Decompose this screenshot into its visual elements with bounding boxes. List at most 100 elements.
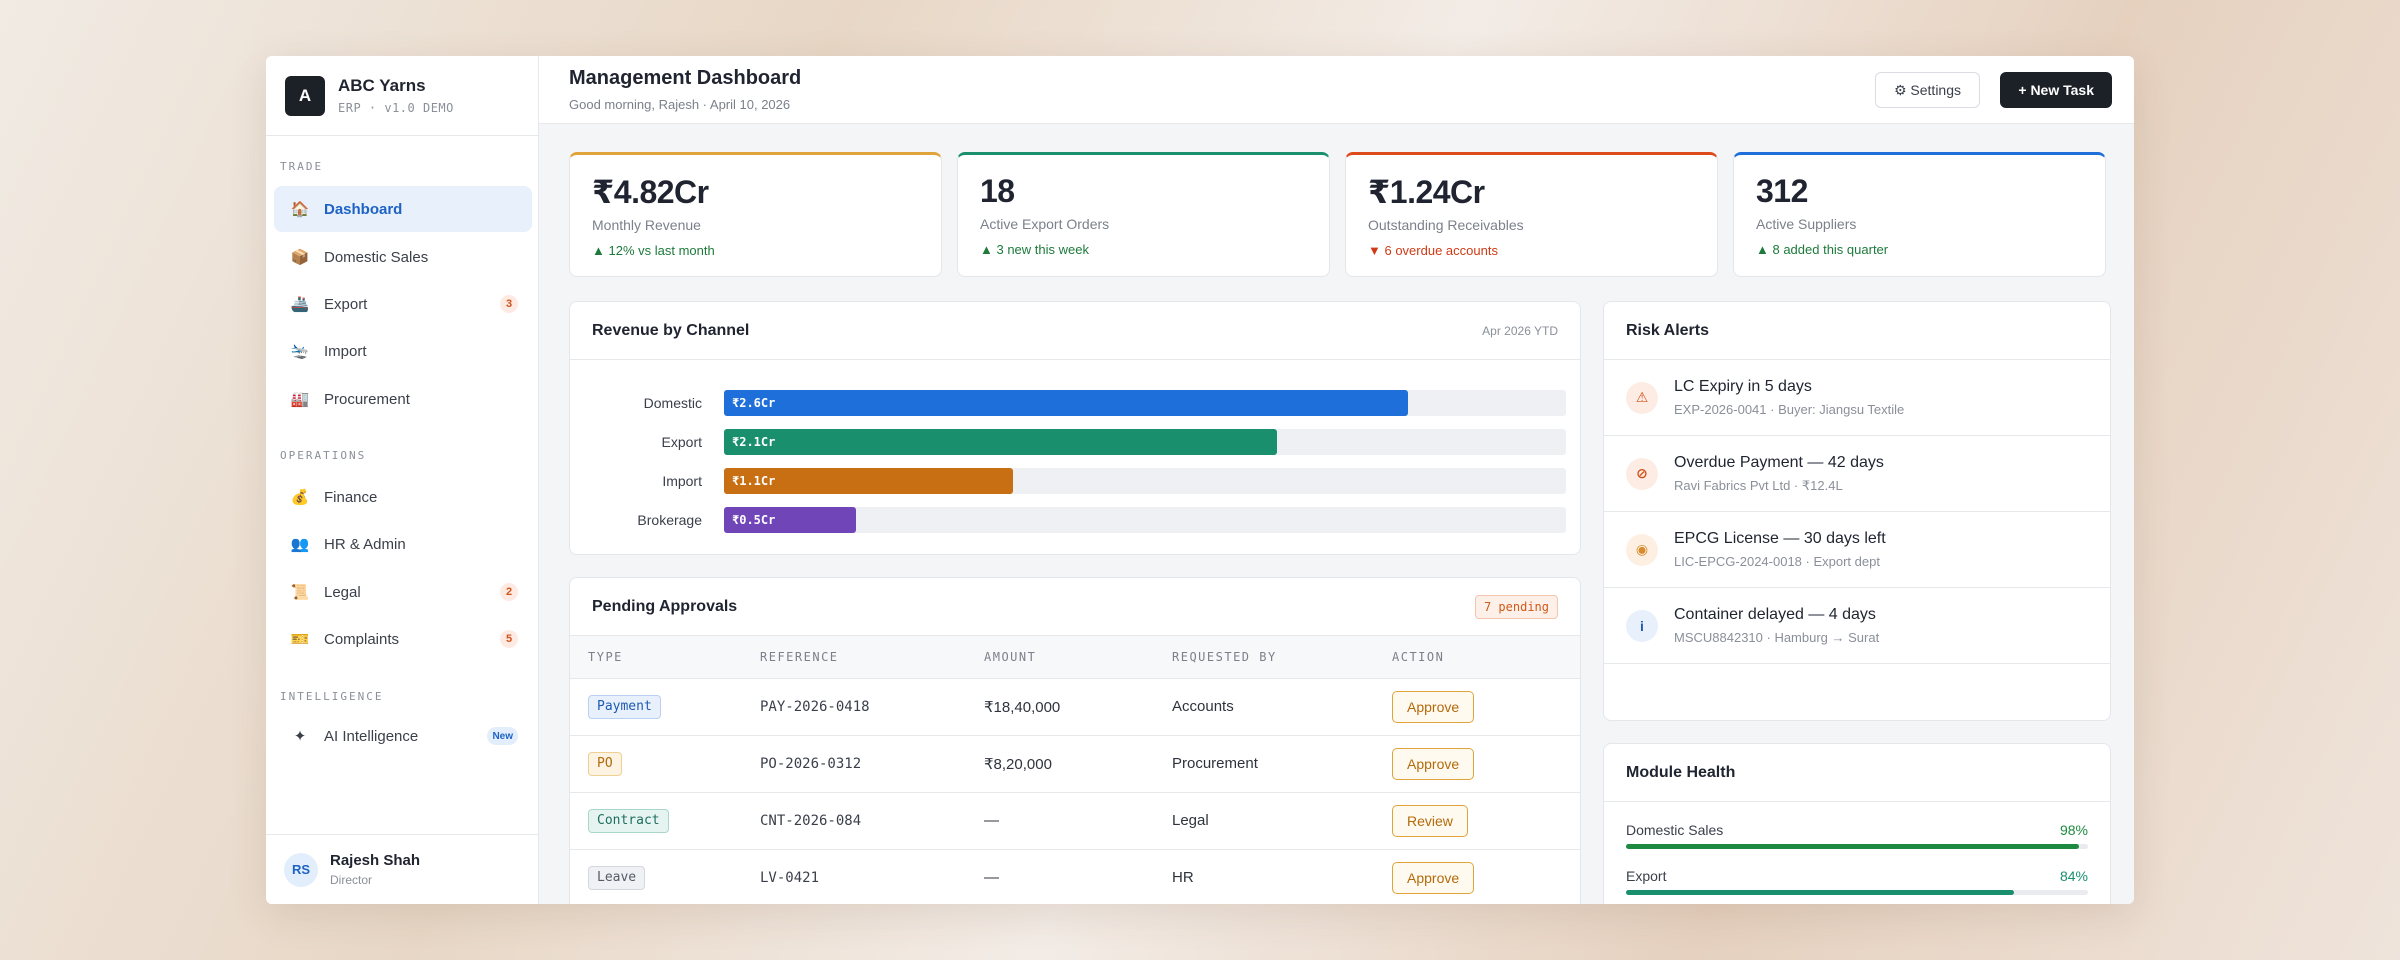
sidebar-item-label: AI Intelligence bbox=[324, 727, 419, 745]
brand[interactable]: A ABC Yarns ERP · v1.0 DEMO bbox=[266, 56, 538, 136]
sidebar: A ABC Yarns ERP · v1.0 DEMO TRADE 🏠 Dash… bbox=[266, 56, 539, 904]
overdue-icon: ⊘ bbox=[1626, 457, 1658, 490]
bar-value-label: ₹2.1Cr bbox=[732, 435, 776, 449]
bar-track: ₹2.6Cr bbox=[724, 390, 1566, 416]
approve-button[interactable]: Approve bbox=[1392, 690, 1475, 723]
scroll-icon: 📜 bbox=[290, 584, 310, 601]
health-bar bbox=[1626, 890, 2015, 895]
sidebar-item-label: Procurement bbox=[324, 390, 410, 408]
sidebar-item-hr-admin[interactable]: 👥 HR & Admin bbox=[274, 521, 532, 567]
bar-domestic[interactable]: ₹2.6Cr bbox=[724, 390, 1409, 416]
alert-detail: MSCU8842310 · Hamburg → Surat bbox=[1674, 630, 1880, 645]
sidebar-item-domestic-sales[interactable]: 📦 Domestic Sales bbox=[274, 234, 532, 280]
kpi-card-suppliers[interactable]: 312 Active Suppliers ▲ 8 added this quar… bbox=[1733, 152, 2106, 277]
column-header: ACTION bbox=[1392, 636, 1580, 679]
bar-row: Brokerage ₹0.5Cr bbox=[592, 507, 1566, 533]
requested-by-cell: Accounts bbox=[1172, 678, 1392, 736]
kpi-card-receivables[interactable]: ₹1.24Cr Outstanding Receivables ▼ 6 over… bbox=[1345, 152, 1718, 277]
requested-by-cell: Procurement bbox=[1172, 735, 1392, 793]
approve-button[interactable]: Approve bbox=[1392, 861, 1475, 894]
alert-item[interactable]: i Container delayed — 4 days MSCU8842310 ·… bbox=[1604, 588, 2110, 664]
bar-track: ₹2.1Cr bbox=[724, 429, 1566, 455]
sidebar-item-export[interactable]: 🚢 Export 3 bbox=[274, 281, 532, 327]
type-chip: Contract bbox=[588, 808, 669, 833]
reference-cell: CNT-2026-084 bbox=[760, 792, 984, 850]
bar-category-label: Export bbox=[661, 434, 702, 450]
sidebar-item-label: Import bbox=[324, 342, 367, 360]
sidebar-item-label: Complaints bbox=[324, 630, 400, 648]
bar-track: ₹0.5Cr bbox=[724, 507, 1566, 533]
license-icon: ◉ bbox=[1626, 533, 1658, 566]
main-content: Management Dashboard Good morning, Rajes… bbox=[539, 56, 2134, 904]
count-badge: 2 bbox=[500, 583, 518, 601]
kpi-delta: ▲ 3 new this week bbox=[980, 242, 1089, 257]
money-bag-icon: 💰 bbox=[290, 489, 310, 506]
bar-import[interactable]: ₹1.1Cr bbox=[724, 468, 1014, 494]
requested-by-cell: Legal bbox=[1172, 792, 1392, 850]
column-header: TYPE bbox=[570, 636, 760, 679]
review-button[interactable]: Review bbox=[1392, 804, 1468, 837]
user-profile[interactable]: RS Rajesh Shah Director bbox=[266, 834, 538, 904]
type-chip: PO bbox=[588, 751, 622, 776]
new-task-button[interactable]: + New Task bbox=[2000, 72, 2112, 108]
count-badge: 3 bbox=[500, 295, 518, 313]
bar-value-label: ₹2.6Cr bbox=[732, 396, 776, 410]
table-row[interactable]: PO PO-2026-0312 ₹8,20,000 Procurement Approv… bbox=[570, 735, 1580, 793]
table-row[interactable]: Contract CNT-2026-084— Legal Review bbox=[570, 792, 1580, 850]
sidebar-item-label: Legal bbox=[324, 583, 361, 601]
ship-icon: 🚢 bbox=[290, 296, 310, 313]
alert-detail: Ravi Fabrics Pvt Ltd · ₹12.4L bbox=[1674, 477, 1843, 493]
table-row[interactable]: Payment PAY-2026-0418 ₹18,40,000 Accounts Ap… bbox=[570, 678, 1580, 736]
kpi-card-export-orders[interactable]: 18 Active Export Orders ▲ 3 new this wee… bbox=[957, 152, 1330, 277]
pending-count-badge: 7 pending bbox=[1474, 594, 1558, 619]
health-bar bbox=[1626, 844, 2079, 849]
sparkle-icon: ✦ bbox=[293, 728, 307, 745]
settings-button[interactable]: ⚙ Settings bbox=[1874, 72, 1980, 108]
table-row[interactable]: Leave LV-0421— HR Approve bbox=[570, 849, 1580, 904]
count-badge: 5 bbox=[500, 630, 518, 648]
approve-button[interactable]: Approve bbox=[1392, 747, 1475, 780]
sidebar-item-legal[interactable]: 📜 Legal 2 bbox=[274, 569, 532, 615]
kpi-value: 18 bbox=[980, 173, 1015, 209]
warning-icon: ⚠ bbox=[1626, 381, 1658, 414]
amount-cell: — bbox=[984, 792, 1172, 850]
alert-item[interactable]: ⚠ LC Expiry in 5 days EXP-2026-0041 · Buye… bbox=[1604, 360, 2110, 436]
pending-approvals-card: Pending Approvals 7 pending TYPE REFEREN… bbox=[569, 577, 1581, 904]
brand-name: ABC Yarns bbox=[338, 76, 426, 95]
sidebar-item-label: Export bbox=[324, 295, 368, 313]
kpi-label: Active Export Orders bbox=[980, 216, 1110, 232]
sidebar-item-label: HR & Admin bbox=[324, 535, 406, 553]
section-label-operations: OPERATIONS bbox=[280, 449, 367, 462]
bar-category-label: Brokerage bbox=[637, 512, 702, 528]
amount-cell: ₹8,20,000 bbox=[984, 735, 1172, 793]
sidebar-item-ai-intelligence[interactable]: ✦ AI Intelligence New bbox=[274, 713, 532, 759]
user-name: Rajesh Shah bbox=[330, 852, 421, 869]
alert-item[interactable]: ◉ EPCG License — 30 days left LIC-EPCG-202… bbox=[1604, 512, 2110, 588]
people-icon: 👥 bbox=[290, 536, 310, 553]
bar-brokerage[interactable]: ₹0.5Cr bbox=[724, 507, 856, 533]
alert-item[interactable]: ⊘ Overdue Payment — 42 days Ravi Fabrics P… bbox=[1604, 436, 2110, 512]
factory-icon: 🏭 bbox=[290, 391, 310, 408]
home-icon: 🏠 bbox=[290, 201, 310, 218]
section-label-intelligence: INTELLIGENCE bbox=[280, 690, 384, 703]
sidebar-item-finance[interactable]: 💰 Finance bbox=[274, 474, 532, 520]
kpi-delta: ▲ 12% vs last month bbox=[592, 243, 715, 258]
alert-title: LC Expiry in 5 days bbox=[1674, 378, 1812, 395]
bar-export[interactable]: ₹2.1Cr bbox=[724, 429, 1277, 455]
sidebar-item-dashboard[interactable]: 🏠 Dashboard bbox=[274, 186, 532, 232]
bar-value-label: ₹1.1Cr bbox=[732, 474, 776, 488]
column-header: AMOUNT bbox=[984, 636, 1172, 679]
user-role: Director bbox=[330, 873, 373, 887]
bar-category-label: Import bbox=[662, 473, 702, 489]
card-title: Revenue by Channel bbox=[592, 321, 750, 339]
alert-title: Container delayed — 4 days bbox=[1674, 606, 1876, 623]
sidebar-item-import[interactable]: 🛬 Import bbox=[274, 328, 532, 374]
brand-logo: A bbox=[285, 75, 325, 116]
kpi-card-monthly-revenue[interactable]: ₹4.82Cr Monthly Revenue ▲ 12% vs last mo… bbox=[569, 152, 942, 277]
sidebar-item-procurement[interactable]: 🏭 Procurement bbox=[274, 376, 532, 422]
kpi-value: ₹4.82Cr bbox=[592, 174, 709, 210]
module-name: Domestic Sales bbox=[1626, 822, 1724, 838]
bar-row: Export ₹2.1Cr bbox=[592, 429, 1566, 455]
sidebar-item-complaints[interactable]: 🎫 Complaints 5 bbox=[274, 616, 532, 662]
kpi-delta: ▼ 6 overdue accounts bbox=[1368, 243, 1498, 258]
